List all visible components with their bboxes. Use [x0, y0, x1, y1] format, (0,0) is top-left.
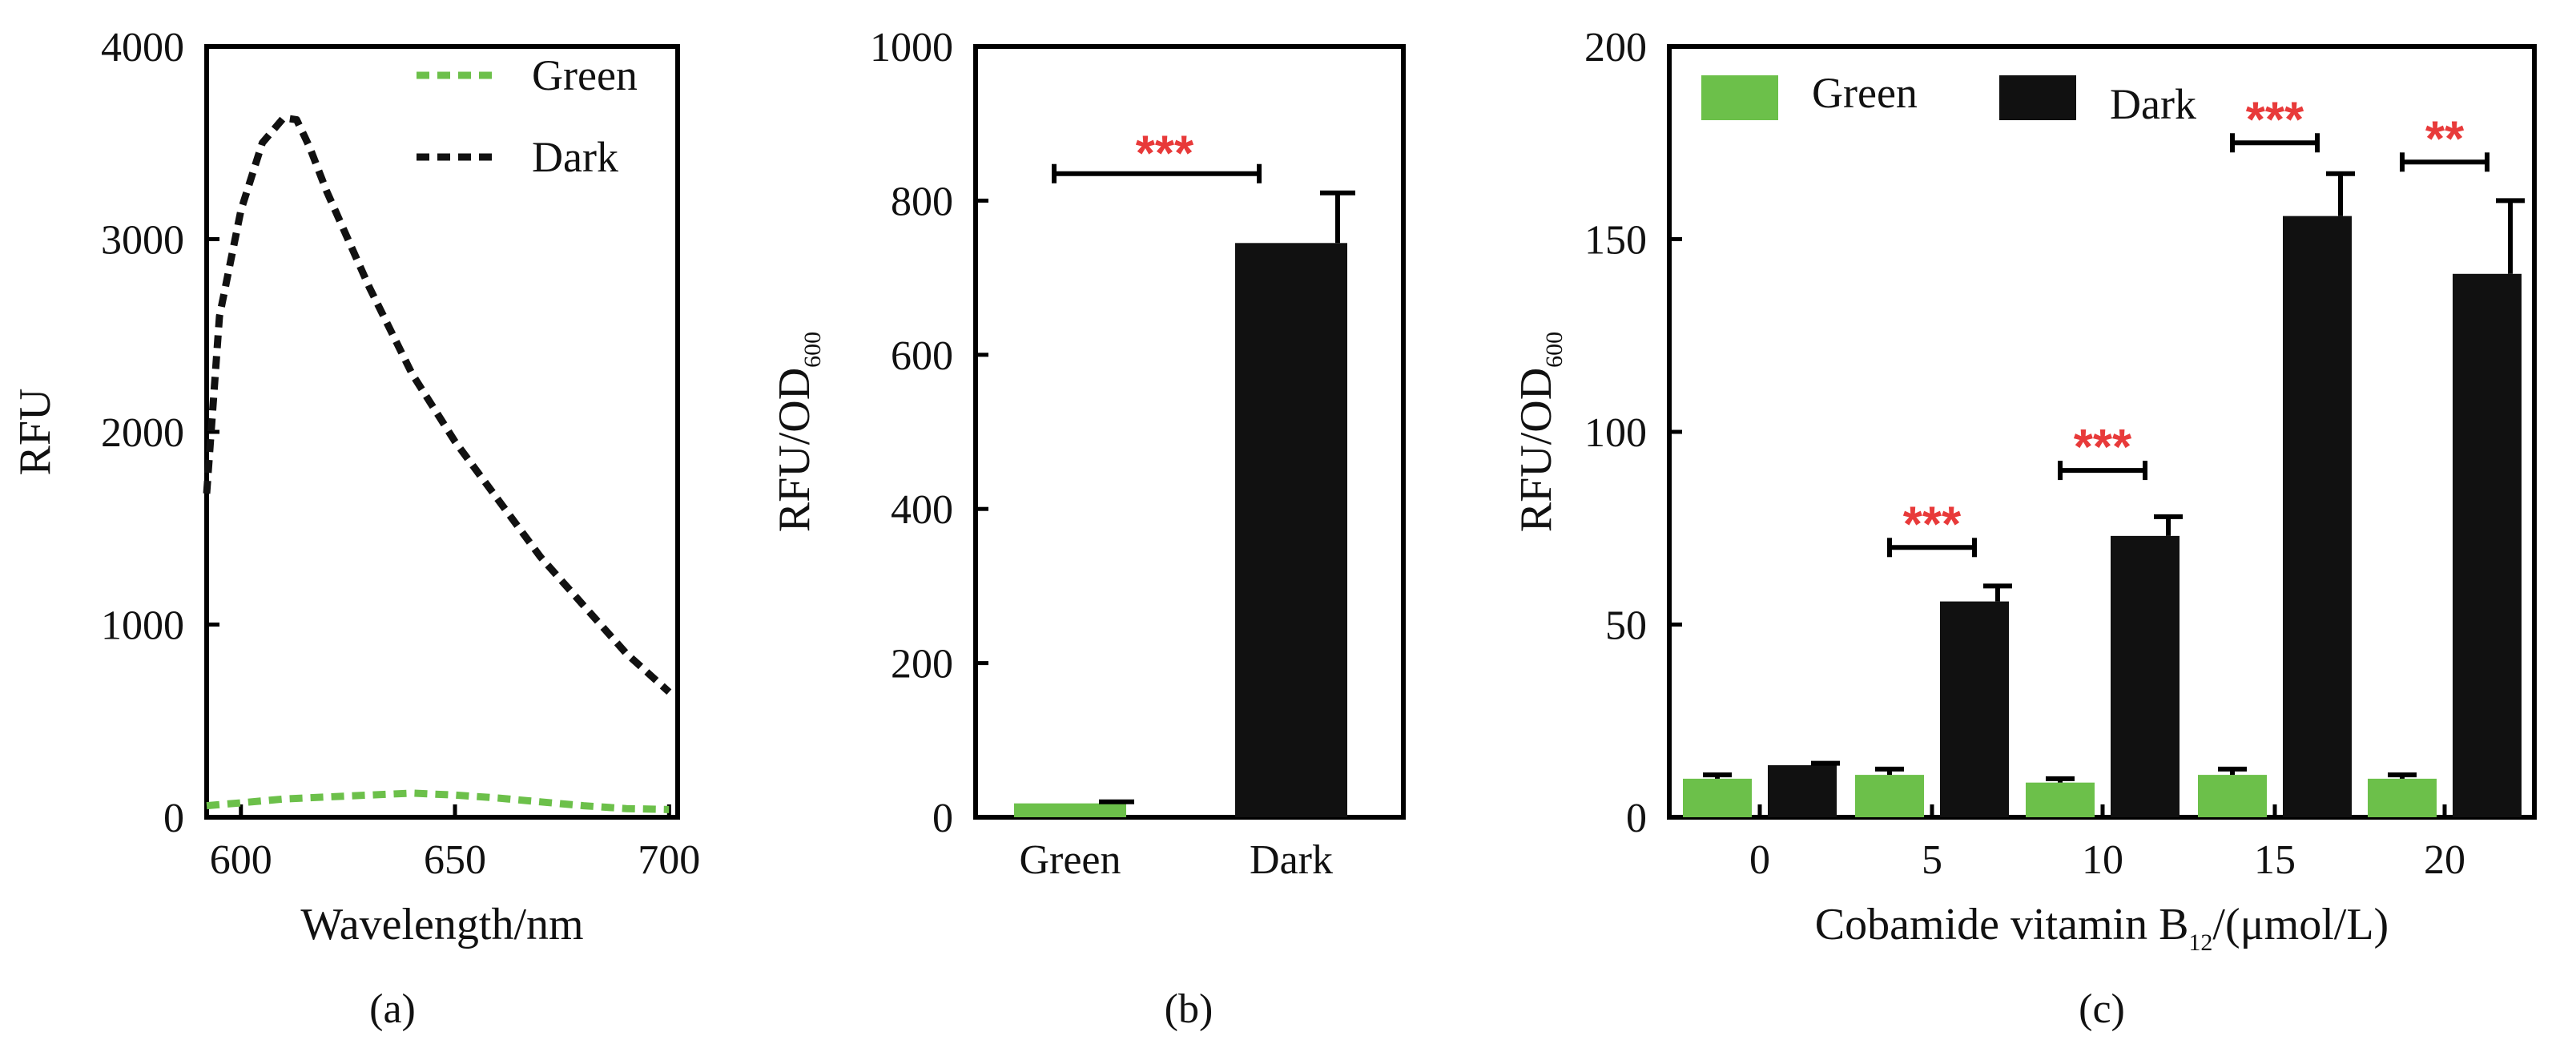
panel-b-x-tick-label: Green: [1019, 837, 1121, 883]
panel-a-line-chart: 0 1000 2000 3000 4000 600 650 700 Green Dark Wav…: [10, 25, 700, 1032]
panel-c-significance-stars: ***: [2074, 420, 2132, 475]
panel-c-significance-stars: ***: [2246, 92, 2304, 147]
panel-b-y-axis-label: RFU/OD600: [770, 332, 826, 532]
panel-c-legend-label: Green: [1812, 69, 1918, 117]
panel-a-y-tick-label: 3000: [101, 218, 184, 264]
panel-a-y-tick-label: 2000: [101, 410, 184, 456]
panel-c-y-tick-label: 200: [1584, 25, 1647, 71]
panel-b-y-tick-label: 1000: [870, 25, 953, 71]
panel-b-y-tick-label: 0: [932, 796, 953, 841]
panel-c-legend-label: Dark: [2110, 80, 2196, 128]
panel-c-x-tick-label: 5: [1922, 837, 1942, 883]
panel-c-bar-dark-0: [1768, 765, 1837, 817]
panel-a-label: (a): [369, 986, 416, 1032]
panel-c-bar-green-0: [1683, 778, 1752, 817]
panel-b-significance-stars: ***: [1136, 127, 1194, 182]
panel-c-legend-swatch-dark: [1999, 75, 2076, 120]
panel-b-y-tick-label: 200: [891, 642, 953, 687]
panel-c-bar-dark-10: [2111, 535, 2180, 817]
panel-c-x-tick-label: 20: [2424, 837, 2465, 883]
panel-c-x-axis-label: Cobamide vitamin B12/(μmol/L): [1815, 900, 2389, 956]
panel-c-y-tick-label: 100: [1584, 410, 1647, 456]
panel-c-bar-dark-20: [2453, 273, 2522, 817]
panel-a-legend-label: Green: [532, 51, 638, 99]
panel-a-legend-label: Dark: [532, 133, 618, 181]
panel-a-y-tick-label: 1000: [101, 603, 184, 649]
panel-a-x-tick-label: 650: [424, 837, 486, 883]
panel-b-y-tick-label: 800: [891, 179, 953, 224]
panel-a-series-line-dark: [203, 114, 672, 695]
panel-c-significance-stars: ***: [1903, 497, 1962, 552]
panel-a-y-axis-label: RFU: [10, 389, 60, 476]
panel-b-y-tick-label: 600: [891, 333, 953, 379]
panel-c-y-axis-label: RFU/OD600: [1511, 332, 1568, 532]
panel-c-bar-dark-15: [2283, 216, 2352, 817]
panel-c-x-tick-label: 0: [1749, 837, 1770, 883]
panel-c-significance-stars: **: [2425, 111, 2465, 167]
panel-a-y-tick-label: 0: [163, 796, 184, 841]
panel-c-x-tick-label: 10: [2082, 837, 2123, 883]
panel-a-x-tick-label: 600: [210, 837, 272, 883]
panel-c-bar-green-10: [2026, 782, 2095, 817]
panel-c-bar-dark-5: [1940, 601, 2009, 817]
panel-b-bar-dark: [1235, 243, 1347, 817]
panel-a-series-line-green: [206, 789, 670, 813]
panel-c-y-tick-label: 0: [1626, 796, 1647, 841]
panel-c-bar-green-5: [1855, 775, 1924, 817]
panel-b-plot-frame: [973, 44, 1406, 820]
panel-b-bar-green: [1014, 803, 1126, 817]
panel-a-x-tick-label: 700: [638, 837, 700, 883]
panel-c-bar-green-15: [2198, 775, 2267, 817]
panel-c-legend-swatch-green: [1701, 75, 1778, 120]
panel-c-bar-green-20: [2368, 778, 2437, 817]
panel-c-y-tick-label: 50: [1605, 603, 1647, 649]
panel-b-x-tick-label: Dark: [1250, 837, 1333, 883]
panel-c-label: (c): [2079, 986, 2125, 1032]
panel-a-y-tick-label: 4000: [101, 25, 184, 71]
panel-c-x-tick-label: 15: [2254, 837, 2296, 883]
panel-c-y-tick-label: 150: [1584, 218, 1647, 264]
panel-a-x-axis-label: Wavelength/nm: [300, 900, 583, 949]
panel-b-label: (b): [1165, 986, 1214, 1032]
panel-b-y-tick-label: 400: [891, 487, 953, 533]
panel-b-bar-chart: 0 200 400 600 800 1000 Green Dark *** RFU/OD600…: [770, 25, 1406, 1032]
